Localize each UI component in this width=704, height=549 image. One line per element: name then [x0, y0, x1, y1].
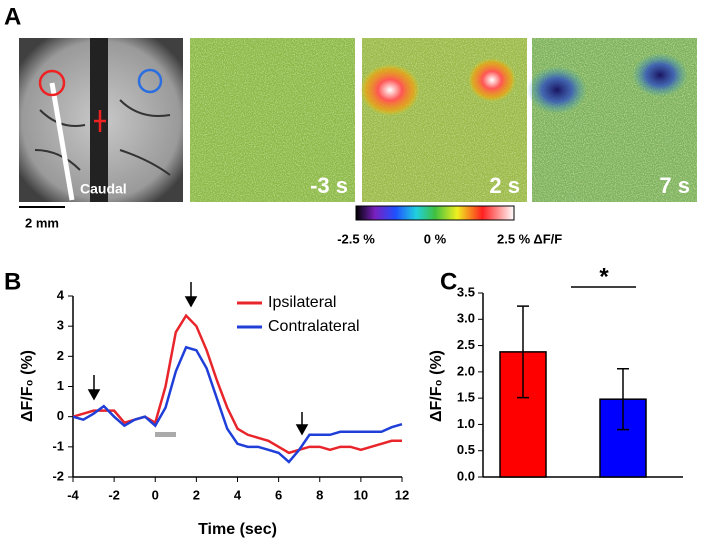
y-axis-label: ΔF/F₀ (%) [19, 350, 36, 422]
y-tick-label: -1 [52, 438, 64, 453]
arrows [87, 282, 309, 436]
error-bar [517, 305, 529, 399]
y-tick-label: 0.5 [457, 442, 475, 457]
colorbar [355, 205, 515, 221]
line-series [72, 313, 402, 455]
legend-label: Ipsilateral [268, 294, 336, 311]
panel-label: A [4, 3, 21, 30]
x-tick-label: 6 [275, 487, 282, 502]
y-tick-label: 1.0 [457, 416, 475, 431]
x-tick-label: 0 [152, 487, 159, 502]
x-tick-label: 8 [316, 487, 323, 502]
x-tick-label: -4 [67, 487, 79, 502]
x-tick-label: 2 [193, 487, 200, 502]
x-tick-label: 10 [354, 487, 368, 502]
x-tick-label: -2 [108, 487, 120, 502]
y-axis-label: ΔF/F₀ (%) [428, 350, 445, 422]
y-tick-label: 3.5 [457, 284, 475, 299]
panel-label: B [4, 268, 21, 295]
frame-time: 7 s [659, 173, 690, 198]
colorbar-tick-label: 2.5 % ΔF/F [497, 231, 562, 246]
y-tick-label: 4 [57, 287, 65, 302]
y-tick-label: 1.5 [457, 390, 475, 405]
scale-bar-label: 2 mm [25, 215, 59, 230]
colorbar-tick-label: -2.5 % [337, 231, 375, 246]
y-tick-label: 1 [57, 378, 64, 393]
x-tick-label: 4 [234, 487, 242, 502]
stimulus-bar [155, 432, 176, 437]
y-tick-label: -2 [52, 468, 64, 483]
colorbar-tick-label: 0 % [424, 231, 447, 246]
frame-time: -3 s [310, 173, 348, 198]
significance-marker: * [599, 263, 609, 290]
y-tick-label: 2.0 [457, 363, 475, 378]
y-tick-label: 2.5 [457, 337, 475, 352]
error-bar [617, 367, 629, 431]
image-label: Caudal [80, 181, 127, 197]
frame-time: 2 s [489, 173, 520, 198]
panel-label: C [440, 268, 457, 295]
legend-label: Contralateral [268, 318, 360, 335]
x-tick-label: 12 [395, 487, 409, 502]
y-tick-label: 2 [57, 348, 64, 363]
heatmap-frames [190, 38, 697, 202]
y-tick-label: 0 [57, 408, 64, 423]
y-tick-label: 3 [57, 318, 64, 333]
brain-image [19, 38, 183, 202]
y-tick-label: 3.0 [457, 311, 475, 326]
y-tick-label: 0.0 [457, 468, 475, 483]
line-series [72, 345, 403, 464]
x-axis-label: Time (sec) [198, 521, 277, 538]
